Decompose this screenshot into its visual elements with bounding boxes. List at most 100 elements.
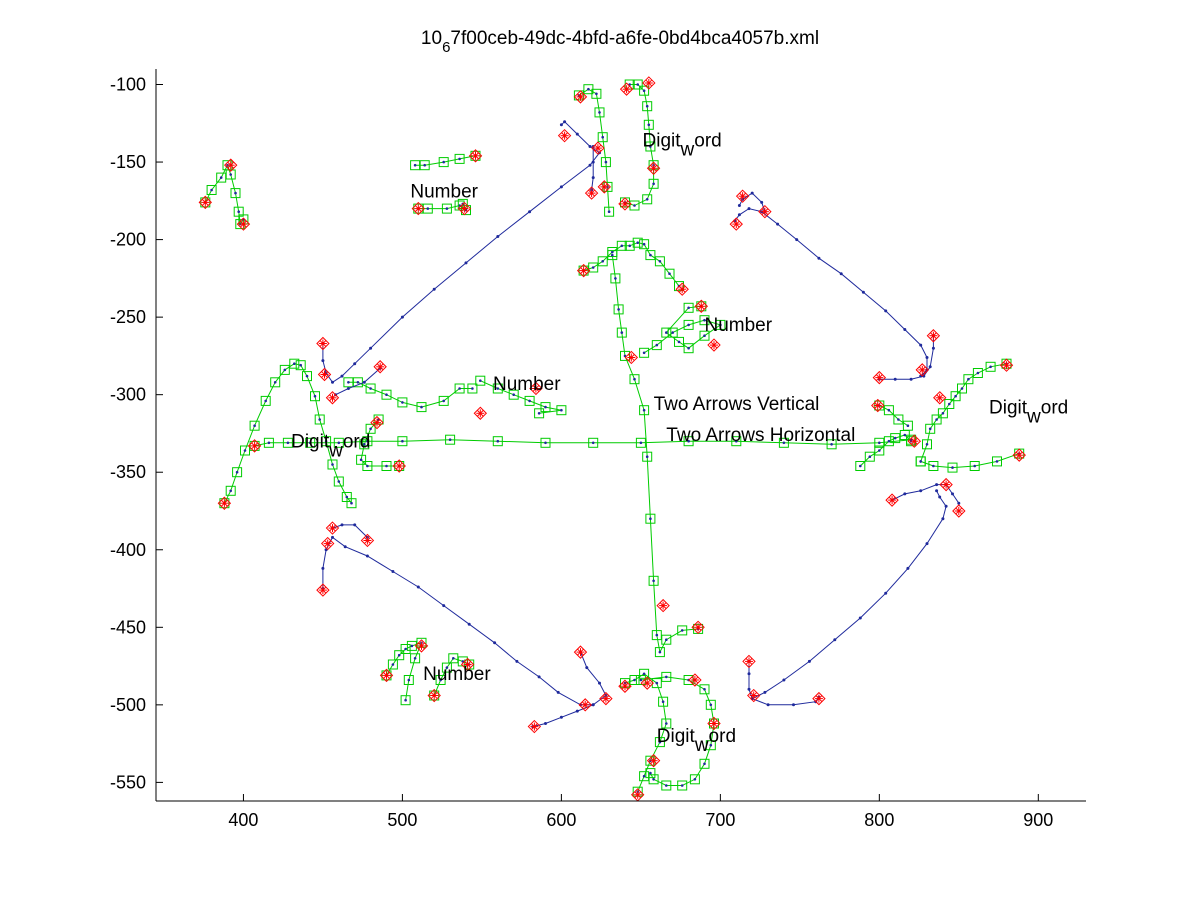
sample-point [308, 441, 312, 445]
sample-point [401, 401, 404, 404]
sample-point [639, 678, 643, 682]
green-square-marker [648, 774, 659, 785]
endpoint-asterisk [930, 332, 937, 339]
endpoint-asterisk [251, 442, 258, 450]
green-square-marker [778, 437, 789, 448]
green-square-marker [915, 456, 926, 467]
endpoint-asterisk [582, 701, 589, 708]
sample-point [665, 784, 668, 787]
sample-point [649, 145, 652, 148]
sample-point [776, 222, 780, 226]
sample-point [909, 377, 913, 381]
endpoint-marker [392, 459, 406, 473]
sample-point [391, 663, 395, 666]
green-square-marker [699, 684, 710, 695]
endpoint-marker [529, 381, 543, 396]
sample-point [976, 371, 980, 375]
endpoint-marker [198, 195, 212, 210]
endpoint-asterisk [240, 220, 247, 228]
sample-point [537, 675, 541, 679]
green-square-marker [492, 436, 503, 447]
sample-point [782, 441, 786, 445]
sample-point [639, 441, 643, 445]
endpoint-asterisk [621, 683, 629, 690]
endpoint-asterisk [329, 394, 336, 401]
y-tick-label: -250 [110, 307, 146, 327]
green-square-marker [604, 206, 615, 217]
sample-point [343, 545, 347, 549]
green-square-marker [597, 256, 608, 267]
sample-point [313, 394, 317, 398]
endpoint-diamond [224, 158, 238, 172]
endpoint-marker [576, 263, 591, 278]
green-square-marker [639, 405, 650, 416]
green-square-marker [643, 119, 654, 130]
endpoint-diamond [591, 141, 605, 155]
sample-point [559, 185, 563, 189]
sample-point [359, 458, 363, 462]
sample-point [413, 657, 417, 660]
endpoint-asterisk [761, 208, 769, 215]
sample-point [407, 678, 411, 682]
green-square-marker [594, 107, 605, 118]
endpoint-marker [729, 217, 743, 231]
endpoint-diamond [325, 521, 340, 535]
green-square-marker [674, 336, 684, 347]
green-stroke-line [254, 439, 912, 447]
endpoint-diamond [642, 76, 656, 90]
green-square-marker [578, 265, 589, 276]
sample-point [647, 123, 651, 127]
sample-point [687, 323, 690, 327]
sample-point [607, 210, 611, 213]
green-square-marker [438, 157, 449, 168]
sample-point [614, 277, 617, 280]
green-square-marker [928, 461, 939, 471]
green-square-marker [610, 273, 621, 284]
sample-point [585, 666, 589, 670]
endpoint-asterisk [710, 341, 718, 349]
endpoint-asterisk [532, 385, 540, 392]
sample-point [737, 204, 741, 207]
sample-point [906, 566, 910, 570]
sample-point [642, 351, 646, 355]
sample-point [633, 204, 636, 207]
sample-point [601, 135, 604, 139]
sample-point [919, 489, 923, 493]
endpoint-marker [618, 197, 632, 211]
endpoint-marker [646, 161, 661, 175]
endpoint-marker [427, 688, 441, 703]
sample-point [397, 653, 401, 657]
endpoint-diamond [411, 201, 426, 216]
endpoint-diamond [599, 691, 613, 706]
green-square-marker [588, 437, 599, 448]
endpoint-marker [758, 204, 772, 219]
endpoint-diamond [688, 673, 702, 687]
sample-point [611, 253, 614, 257]
sample-point [423, 163, 427, 167]
sample-point [442, 160, 446, 164]
endpoint-diamond [624, 350, 639, 365]
endpoint-diamond [885, 493, 899, 507]
green-square-marker [260, 395, 271, 406]
chart-title-rest: 7f00ceb-49dc-4bfd-a6fe-0bd4bca4057b.xml [450, 28, 819, 49]
endpoint-marker [236, 217, 251, 231]
endpoint-diamond [198, 195, 212, 210]
sample-point [655, 633, 659, 637]
sample-point [219, 176, 223, 179]
sample-point [928, 365, 932, 369]
endpoint-asterisk [739, 193, 746, 200]
green-square-marker [639, 347, 650, 358]
green-square-marker [438, 395, 449, 406]
sample-point [935, 489, 939, 493]
sample-point [661, 700, 665, 703]
green-square-marker [467, 383, 478, 394]
endpoint-diamond [872, 370, 887, 385]
x-tick-label: 600 [546, 810, 576, 830]
sample-point [591, 266, 595, 269]
endpoint-marker [952, 504, 966, 518]
endpoint-asterisk [919, 366, 926, 374]
plot-layer [198, 76, 1026, 802]
sample-point [833, 638, 837, 642]
sample-point [324, 439, 328, 443]
green-square-marker [249, 440, 260, 451]
